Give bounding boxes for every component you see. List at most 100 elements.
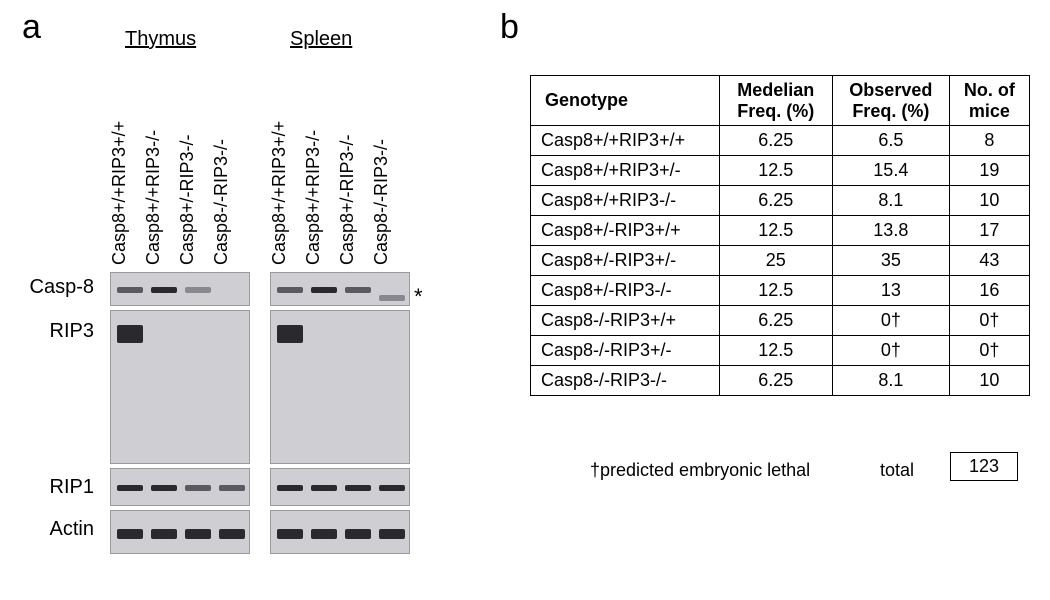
- asterisk-icon: *: [414, 284, 423, 310]
- table-cell: 15.4: [832, 156, 949, 186]
- lane-label: Casp8+/-RIP3-/-: [337, 241, 358, 265]
- table-row: Casp8+/+RIP3+/-12.515.419: [531, 156, 1030, 186]
- table-row: Casp8+/-RIP3+/+12.513.817: [531, 216, 1030, 246]
- band: [277, 485, 303, 491]
- figure-root: a Thymus Spleen Casp8+/+RIP3+/+ Casp8+/+…: [0, 0, 1050, 600]
- band: [345, 529, 371, 539]
- band: [151, 485, 177, 491]
- table-cell: 0†: [949, 306, 1029, 336]
- table-cell: 12.5: [719, 156, 832, 186]
- band: [277, 325, 303, 343]
- col-nmice: No. of mice: [949, 76, 1029, 126]
- band: [117, 287, 143, 293]
- blot-spleen-rip1: [270, 468, 410, 506]
- blot-thymus-rip1: [110, 468, 250, 506]
- table-cell: Casp8+/+RIP3+/-: [531, 156, 720, 186]
- table-cell: 10: [949, 186, 1029, 216]
- table-cell: Casp8+/-RIP3+/-: [531, 246, 720, 276]
- table-cell: 0†: [949, 336, 1029, 366]
- table-cell: 19: [949, 156, 1029, 186]
- lane-label: Casp8-/-RIP3-/-: [371, 241, 392, 265]
- total-value: 123: [950, 452, 1018, 481]
- lane-label: Casp8+/+RIP3-/-: [143, 241, 164, 265]
- band: [219, 485, 245, 491]
- band: [379, 529, 405, 539]
- table-cell: Casp8+/+RIP3+/+: [531, 126, 720, 156]
- lane-labels-thymus: Casp8+/+RIP3+/+ Casp8+/+RIP3-/- Casp8+/-…: [110, 55, 250, 265]
- total-label: total: [880, 460, 914, 481]
- panel-b: Genotype Medelian Freq. (%) Observed Fre…: [510, 20, 1030, 580]
- blot-spleen-actin: [270, 510, 410, 554]
- lane-label: Casp8-/-RIP3-/-: [211, 241, 232, 265]
- tissue-header-thymus: Thymus: [125, 28, 196, 51]
- table-cell: Casp8-/-RIP3+/-: [531, 336, 720, 366]
- band: [379, 295, 405, 301]
- band: [151, 529, 177, 539]
- table-cell: Casp8+/+RIP3-/-: [531, 186, 720, 216]
- blot-thymus-rip3: [110, 310, 250, 464]
- lane-labels-spleen: Casp8+/+RIP3+/+ Casp8+/+RIP3-/- Casp8+/-…: [270, 55, 410, 265]
- table-row: Casp8+/+RIP3-/-6.258.110: [531, 186, 1030, 216]
- lane-label: Casp8+/+RIP3+/+: [269, 241, 290, 265]
- table-cell: 6.25: [719, 306, 832, 336]
- table-row: Casp8+/+RIP3+/+6.256.58: [531, 126, 1030, 156]
- lane-label: Casp8+/+RIP3+/+: [109, 241, 130, 265]
- table-cell: 6.25: [719, 186, 832, 216]
- band: [379, 485, 405, 491]
- blot-thymus-actin: [110, 510, 250, 554]
- table-cell: 10: [949, 366, 1029, 396]
- col-observed: Observed Freq. (%): [832, 76, 949, 126]
- band: [185, 485, 211, 491]
- tissue-header-spleen: Spleen: [290, 28, 352, 51]
- table-cell: 8.1: [832, 186, 949, 216]
- table-row: Casp8-/-RIP3-/-6.258.110: [531, 366, 1030, 396]
- band: [345, 485, 371, 491]
- table-cell: 0†: [832, 336, 949, 366]
- band: [117, 485, 143, 491]
- blot-spleen-casp8: [270, 272, 410, 306]
- table-row: Casp8+/-RIP3+/-253543: [531, 246, 1030, 276]
- table-row: Casp8-/-RIP3+/-12.50†0†: [531, 336, 1030, 366]
- table-cell: Casp8+/-RIP3+/+: [531, 216, 720, 246]
- table-cell: 13.8: [832, 216, 949, 246]
- table-cell: 16: [949, 276, 1029, 306]
- band: [311, 287, 337, 293]
- table-row: Casp8-/-RIP3+/+6.250†0†: [531, 306, 1030, 336]
- table-cell: Casp8-/-RIP3+/+: [531, 306, 720, 336]
- table-cell: 25: [719, 246, 832, 276]
- band: [151, 287, 177, 293]
- band: [277, 287, 303, 293]
- table-cell: Casp8-/-RIP3-/-: [531, 366, 720, 396]
- table-cell: 12.5: [719, 216, 832, 246]
- protein-label-rip3: RIP3: [14, 320, 94, 343]
- footnote-lethal: †predicted embryonic lethal: [590, 460, 810, 481]
- table-cell: 13: [832, 276, 949, 306]
- panel-a: Thymus Spleen Casp8+/+RIP3+/+ Casp8+/+RI…: [10, 20, 490, 580]
- band: [345, 287, 371, 293]
- table-cell: 0†: [832, 306, 949, 336]
- band: [311, 529, 337, 539]
- protein-label-rip1: RIP1: [14, 476, 94, 499]
- table-row: Casp8+/-RIP3-/-12.51316: [531, 276, 1030, 306]
- col-mendelian: Medelian Freq. (%): [719, 76, 832, 126]
- table-cell: 6.25: [719, 366, 832, 396]
- table-cell: 17: [949, 216, 1029, 246]
- table-cell: 8.1: [832, 366, 949, 396]
- table-cell: 35: [832, 246, 949, 276]
- band: [277, 529, 303, 539]
- band: [185, 529, 211, 539]
- col-genotype: Genotype: [531, 76, 720, 126]
- blot-spleen-rip3: [270, 310, 410, 464]
- table-cell: 6.5: [832, 126, 949, 156]
- lane-label: Casp8+/+RIP3-/-: [303, 241, 324, 265]
- lane-label: Casp8+/-RIP3-/-: [177, 241, 198, 265]
- table-header-row: Genotype Medelian Freq. (%) Observed Fre…: [531, 76, 1030, 126]
- table-cell: Casp8+/-RIP3-/-: [531, 276, 720, 306]
- table-cell: 8: [949, 126, 1029, 156]
- band: [117, 529, 143, 539]
- protein-label-actin: Actin: [14, 518, 94, 541]
- band: [185, 287, 211, 293]
- blot-thymus-casp8: [110, 272, 250, 306]
- table-cell: 6.25: [719, 126, 832, 156]
- table-cell: 12.5: [719, 276, 832, 306]
